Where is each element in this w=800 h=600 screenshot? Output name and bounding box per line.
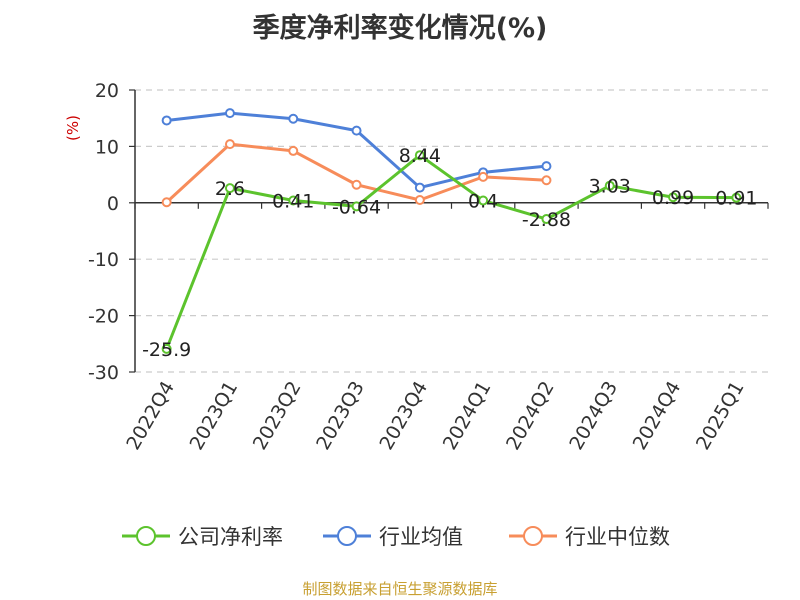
x-tick-label: 2024Q2	[502, 378, 559, 454]
data-point	[224, 139, 235, 150]
data-point	[161, 115, 172, 126]
data-point	[541, 175, 552, 186]
y-tick-label: 0	[107, 193, 119, 215]
data-point	[414, 182, 425, 193]
chart-title: 季度净利率变化情况(%)	[252, 13, 548, 44]
data-label: 0.4	[468, 191, 498, 213]
series-lines	[161, 108, 742, 354]
y-tick-label: -30	[88, 362, 119, 384]
legend-swatch-marker	[523, 526, 543, 546]
legend-item: 公司净利率	[122, 525, 283, 549]
data-label: 0.99	[652, 187, 694, 209]
data-label: -2.88	[522, 209, 571, 231]
x-tick-label: 2023Q4	[375, 378, 432, 454]
legend-label: 行业中位数	[565, 525, 670, 549]
axes	[129, 89, 769, 373]
x-tick-label: 2023Q1	[186, 378, 243, 454]
data-point	[351, 201, 362, 212]
data-labels: -25.9 2.6 0.41 -0.64 8.44 0.4 -2.88 3.03 0.99 0.9…	[142, 145, 757, 361]
data-point	[351, 179, 362, 190]
data-point	[478, 195, 489, 206]
data-point	[478, 171, 489, 182]
legend-label: 行业均值	[379, 525, 463, 549]
data-point	[414, 150, 425, 161]
legend-item: 行业均值	[323, 525, 463, 549]
x-tick-label: 2023Q3	[312, 378, 369, 454]
data-label: 0.41	[272, 190, 314, 212]
grid-lines	[135, 89, 768, 373]
x-tick-labels: 2022Q4 2023Q1 2023Q2 2023Q3 2023Q4 2024Q1 2024…	[122, 378, 748, 454]
data-label: 0.91	[715, 188, 757, 210]
x-tick-label: 2024Q1	[439, 378, 496, 454]
data-point	[288, 113, 299, 124]
data-label: 3.03	[589, 176, 631, 198]
source-note: 制图数据来自恒生聚源数据库	[302, 580, 498, 598]
x-tick-label: 2025Q1	[692, 378, 749, 454]
y-tick-labels: 20 10 0 -10 -20 -30	[88, 80, 119, 384]
legend-label: 公司净利率	[178, 525, 283, 549]
x-tick-label: 2024Q3	[565, 378, 622, 454]
y-tick-label: 10	[95, 136, 119, 158]
x-tick-label: 2023Q2	[249, 378, 306, 454]
legend-swatch-marker	[136, 526, 156, 546]
data-label: 8.44	[399, 145, 441, 167]
data-point	[161, 343, 172, 354]
x-tick-label: 2022Q4	[122, 378, 179, 454]
y-tick-label: -10	[88, 249, 119, 271]
data-point	[224, 108, 235, 119]
data-point	[161, 197, 172, 208]
series-line-0	[165, 153, 737, 350]
data-label: -0.64	[332, 196, 381, 218]
data-point	[288, 195, 299, 206]
legend: 公司净利率 行业均值 行业中位数	[122, 525, 670, 549]
data-label: -25.9	[142, 339, 191, 361]
data-point	[541, 214, 552, 225]
data-point	[414, 194, 425, 205]
data-point	[604, 180, 615, 191]
y-tick-label: -20	[88, 306, 119, 328]
data-point	[224, 183, 235, 194]
y-tick-label: 20	[95, 80, 119, 102]
data-point	[731, 192, 742, 203]
x-tick-label: 2024Q4	[629, 378, 686, 454]
y-unit-label: (%)	[64, 115, 82, 141]
legend-item: 行业中位数	[509, 525, 670, 549]
data-point	[351, 125, 362, 136]
data-label: 2.6	[215, 178, 245, 200]
data-point	[668, 192, 679, 203]
data-point	[541, 161, 552, 172]
data-point	[288, 145, 299, 156]
legend-swatch-marker	[337, 526, 357, 546]
